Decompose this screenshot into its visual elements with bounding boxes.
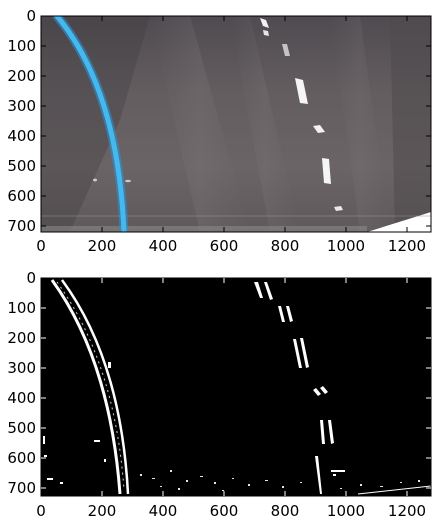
bottom-y-tick-labels: 0 100 200 300 400 500 600 700 [7,269,36,497]
x-tick-label: 600 [210,237,239,255]
bottom-x-ticks [101,278,408,496]
top-x-ticks [40,16,408,232]
top-y-ticks [41,15,431,227]
top-x-tick-labels: 0 200 400 600 800 1000 1200 [36,237,426,255]
y-tick-label: 0 [26,7,36,25]
y-tick-label: 300 [7,359,36,377]
x-tick-label: 0 [36,237,46,255]
y-tick-label: 100 [7,37,36,55]
y-tick-label: 100 [7,299,36,317]
y-tick-label: 200 [7,329,36,347]
y-tick-label: 400 [7,389,36,407]
x-tick-label: 1000 [327,237,365,255]
x-tick-label: 0 [36,502,46,520]
y-tick-label: 600 [7,187,36,205]
x-tick-label: 600 [210,502,239,520]
bottom-y-ticks [41,307,431,489]
binary-image [41,278,431,496]
y-tick-label: 600 [7,449,36,467]
binary-threshold-panel: 0 200 400 600 800 1000 1200 0 100 200 30… [7,269,432,520]
x-tick-label: 800 [271,237,300,255]
warped-color-panel: 0 200 400 600 800 1000 1200 0 100 200 30… [7,7,432,255]
y-tick-label: 700 [7,217,36,235]
y-tick-label: 500 [7,157,36,175]
bottom-x-tick-labels: 0 200 400 600 800 1000 1200 [36,502,426,520]
x-tick-label: 1200 [388,237,426,255]
y-tick-label: 400 [7,127,36,145]
y-tick-label: 300 [7,97,36,115]
y-tick-label: 500 [7,419,36,437]
x-tick-label: 1000 [327,502,365,520]
x-tick-label: 1200 [388,502,426,520]
x-tick-label: 200 [88,502,117,520]
x-tick-label: 200 [88,237,117,255]
y-tick-label: 200 [7,67,36,85]
warped-road-image [41,16,431,232]
x-tick-label: 400 [149,237,178,255]
top-y-tick-labels: 0 100 200 300 400 500 600 700 [7,7,36,235]
y-tick-label: 700 [7,479,36,497]
y-tick-label: 0 [26,269,36,287]
x-tick-label: 400 [149,502,178,520]
x-tick-label: 800 [271,502,300,520]
